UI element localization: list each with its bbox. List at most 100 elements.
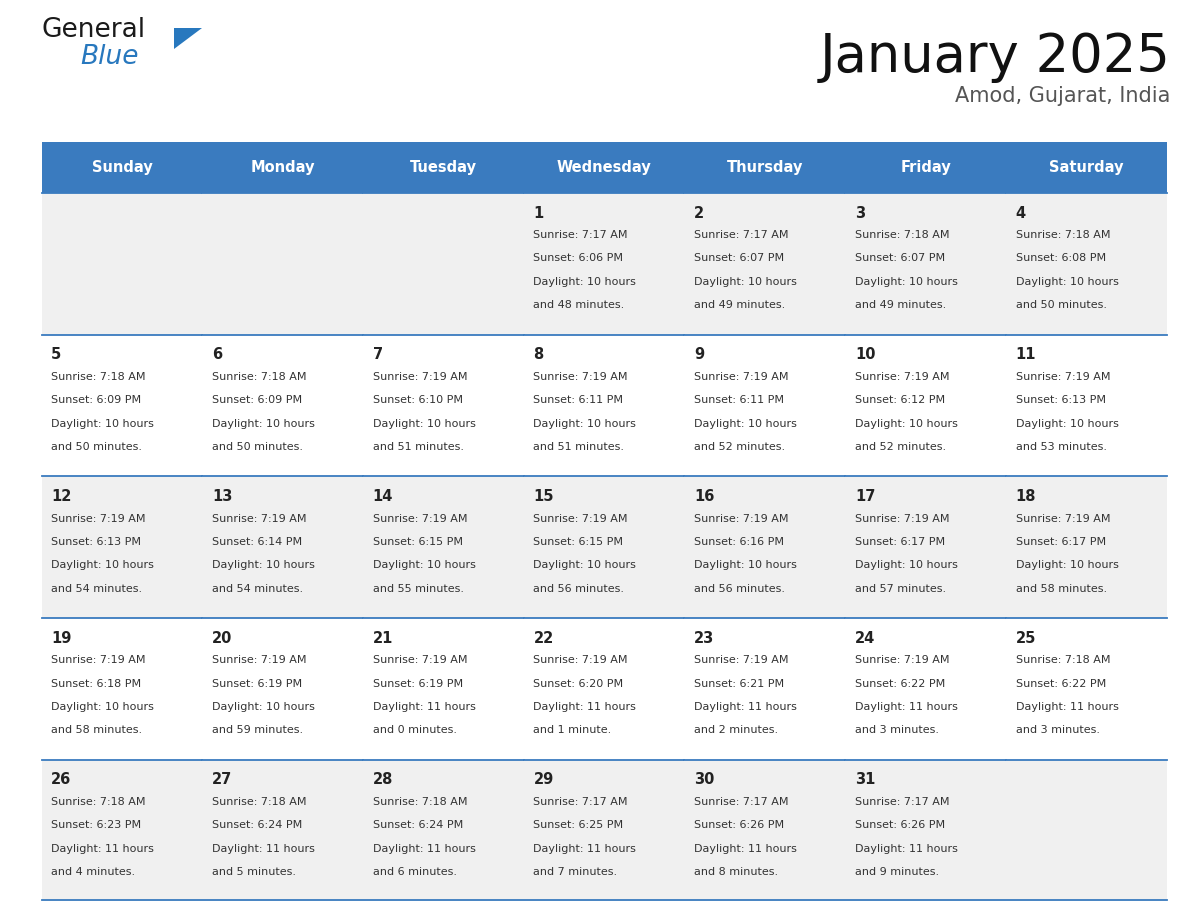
Text: Sunrise: 7:18 AM: Sunrise: 7:18 AM: [51, 797, 146, 807]
FancyBboxPatch shape: [524, 334, 684, 476]
Text: and 3 minutes.: and 3 minutes.: [855, 725, 939, 735]
Text: 23: 23: [694, 631, 714, 645]
Text: and 56 minutes.: and 56 minutes.: [533, 584, 625, 594]
Text: Sunset: 6:17 PM: Sunset: 6:17 PM: [1016, 537, 1106, 547]
Text: Daylight: 11 hours: Daylight: 11 hours: [51, 844, 154, 854]
Text: Sunset: 6:15 PM: Sunset: 6:15 PM: [373, 537, 462, 547]
Text: Sunrise: 7:19 AM: Sunrise: 7:19 AM: [373, 655, 467, 666]
Text: 19: 19: [51, 631, 71, 645]
FancyBboxPatch shape: [845, 193, 1006, 334]
Text: Daylight: 11 hours: Daylight: 11 hours: [694, 844, 797, 854]
Text: and 5 minutes.: and 5 minutes.: [211, 868, 296, 878]
Text: 25: 25: [1016, 631, 1036, 645]
Text: Sunset: 6:20 PM: Sunset: 6:20 PM: [533, 678, 624, 688]
Text: Daylight: 11 hours: Daylight: 11 hours: [694, 702, 797, 712]
Text: Thursday: Thursday: [727, 160, 803, 175]
Text: Sunrise: 7:17 AM: Sunrise: 7:17 AM: [694, 797, 789, 807]
FancyBboxPatch shape: [202, 760, 364, 901]
FancyBboxPatch shape: [684, 142, 845, 193]
Text: Sunrise: 7:18 AM: Sunrise: 7:18 AM: [373, 797, 467, 807]
Text: 26: 26: [51, 772, 71, 788]
Text: and 48 minutes.: and 48 minutes.: [533, 300, 625, 310]
Text: Sunrise: 7:19 AM: Sunrise: 7:19 AM: [855, 513, 949, 523]
Text: January 2025: January 2025: [820, 31, 1170, 84]
Text: 22: 22: [533, 631, 554, 645]
Text: and 4 minutes.: and 4 minutes.: [51, 868, 135, 878]
Text: and 58 minutes.: and 58 minutes.: [1016, 584, 1107, 594]
Text: Sunset: 6:25 PM: Sunset: 6:25 PM: [533, 821, 624, 831]
FancyBboxPatch shape: [1006, 476, 1167, 618]
Text: 10: 10: [855, 347, 876, 363]
Text: Sunrise: 7:19 AM: Sunrise: 7:19 AM: [533, 372, 628, 382]
Text: Sunset: 6:24 PM: Sunset: 6:24 PM: [373, 821, 463, 831]
Text: 5: 5: [51, 347, 62, 363]
Text: Sunrise: 7:19 AM: Sunrise: 7:19 AM: [533, 655, 628, 666]
FancyBboxPatch shape: [845, 142, 1006, 193]
FancyBboxPatch shape: [524, 193, 684, 334]
FancyBboxPatch shape: [524, 618, 684, 760]
Text: Sunset: 6:19 PM: Sunset: 6:19 PM: [373, 678, 463, 688]
Text: Daylight: 11 hours: Daylight: 11 hours: [533, 702, 637, 712]
Text: Sunrise: 7:19 AM: Sunrise: 7:19 AM: [694, 513, 789, 523]
Text: 1: 1: [533, 206, 544, 220]
FancyBboxPatch shape: [202, 476, 364, 618]
Text: 13: 13: [211, 489, 233, 504]
Text: Sunset: 6:23 PM: Sunset: 6:23 PM: [51, 821, 141, 831]
Text: and 56 minutes.: and 56 minutes.: [694, 584, 785, 594]
FancyBboxPatch shape: [364, 142, 524, 193]
Text: Sunrise: 7:19 AM: Sunrise: 7:19 AM: [211, 655, 307, 666]
Text: and 51 minutes.: and 51 minutes.: [533, 442, 625, 452]
Text: Sunset: 6:07 PM: Sunset: 6:07 PM: [855, 253, 944, 263]
Text: Sunset: 6:18 PM: Sunset: 6:18 PM: [51, 678, 141, 688]
Text: 24: 24: [855, 631, 876, 645]
Text: Sunrise: 7:18 AM: Sunrise: 7:18 AM: [1016, 230, 1110, 241]
Text: 18: 18: [1016, 489, 1036, 504]
Text: Daylight: 10 hours: Daylight: 10 hours: [694, 277, 797, 286]
FancyBboxPatch shape: [845, 334, 1006, 476]
Text: and 58 minutes.: and 58 minutes.: [51, 725, 143, 735]
Text: and 53 minutes.: and 53 minutes.: [1016, 442, 1106, 452]
Text: Sunset: 6:07 PM: Sunset: 6:07 PM: [694, 253, 784, 263]
Text: Daylight: 10 hours: Daylight: 10 hours: [855, 560, 958, 570]
Text: Blue: Blue: [80, 44, 139, 71]
Text: Sunrise: 7:18 AM: Sunrise: 7:18 AM: [1016, 655, 1110, 666]
FancyBboxPatch shape: [524, 142, 684, 193]
FancyBboxPatch shape: [364, 618, 524, 760]
Text: Daylight: 11 hours: Daylight: 11 hours: [373, 844, 475, 854]
Text: Sunset: 6:17 PM: Sunset: 6:17 PM: [855, 537, 944, 547]
FancyBboxPatch shape: [202, 142, 364, 193]
Text: General: General: [42, 17, 146, 43]
Text: Sunset: 6:11 PM: Sunset: 6:11 PM: [533, 396, 624, 405]
FancyBboxPatch shape: [684, 193, 845, 334]
Text: Sunset: 6:16 PM: Sunset: 6:16 PM: [694, 537, 784, 547]
Text: Amod, Gujarat, India: Amod, Gujarat, India: [955, 86, 1170, 106]
FancyBboxPatch shape: [364, 760, 524, 901]
Text: Daylight: 10 hours: Daylight: 10 hours: [1016, 277, 1118, 286]
FancyBboxPatch shape: [42, 142, 202, 193]
Text: 11: 11: [1016, 347, 1036, 363]
Text: and 50 minutes.: and 50 minutes.: [51, 442, 143, 452]
Text: and 8 minutes.: and 8 minutes.: [694, 868, 778, 878]
Text: and 55 minutes.: and 55 minutes.: [373, 584, 463, 594]
Text: and 52 minutes.: and 52 minutes.: [694, 442, 785, 452]
Text: 20: 20: [211, 631, 233, 645]
Text: and 3 minutes.: and 3 minutes.: [1016, 725, 1100, 735]
Text: Daylight: 10 hours: Daylight: 10 hours: [373, 560, 475, 570]
Text: Sunset: 6:08 PM: Sunset: 6:08 PM: [1016, 253, 1106, 263]
Text: Sunset: 6:14 PM: Sunset: 6:14 PM: [211, 537, 302, 547]
Text: Daylight: 10 hours: Daylight: 10 hours: [51, 419, 154, 429]
Text: and 2 minutes.: and 2 minutes.: [694, 725, 778, 735]
FancyBboxPatch shape: [1006, 618, 1167, 760]
Text: Daylight: 11 hours: Daylight: 11 hours: [855, 844, 958, 854]
Text: Sunrise: 7:19 AM: Sunrise: 7:19 AM: [373, 372, 467, 382]
Text: Daylight: 10 hours: Daylight: 10 hours: [1016, 419, 1118, 429]
Text: Daylight: 11 hours: Daylight: 11 hours: [855, 702, 958, 712]
Text: 7: 7: [373, 347, 383, 363]
Text: Sunset: 6:22 PM: Sunset: 6:22 PM: [1016, 678, 1106, 688]
Text: Sunset: 6:26 PM: Sunset: 6:26 PM: [694, 821, 784, 831]
Text: Sunset: 6:19 PM: Sunset: 6:19 PM: [211, 678, 302, 688]
Text: 9: 9: [694, 347, 704, 363]
Text: Saturday: Saturday: [1049, 160, 1124, 175]
Text: 16: 16: [694, 489, 714, 504]
Text: Sunrise: 7:19 AM: Sunrise: 7:19 AM: [211, 513, 307, 523]
